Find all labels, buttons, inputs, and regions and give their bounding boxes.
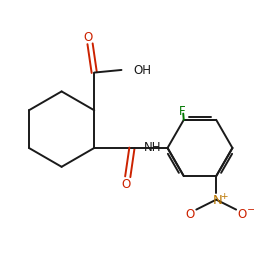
Text: F: F bbox=[178, 105, 185, 118]
Text: O: O bbox=[237, 207, 246, 220]
Text: O: O bbox=[185, 207, 194, 220]
Text: O: O bbox=[84, 31, 93, 44]
Text: N: N bbox=[212, 193, 222, 206]
Text: +: + bbox=[219, 192, 227, 201]
Text: −: − bbox=[245, 204, 254, 214]
Text: O: O bbox=[121, 177, 130, 190]
Text: NH: NH bbox=[143, 140, 160, 153]
Text: OH: OH bbox=[132, 64, 150, 77]
